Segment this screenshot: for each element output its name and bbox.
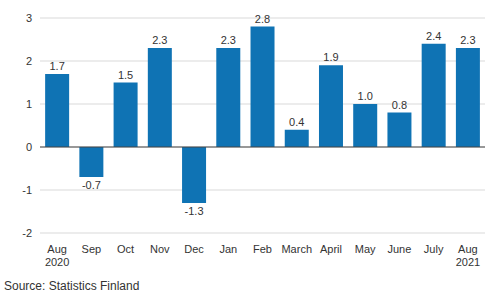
svg-text:0.8: 0.8 — [392, 99, 407, 111]
svg-text:3: 3 — [26, 12, 32, 24]
svg-text:2.3: 2.3 — [152, 34, 167, 46]
svg-text:1.7: 1.7 — [49, 60, 64, 72]
svg-text:2.8: 2.8 — [255, 13, 270, 25]
svg-text:0: 0 — [26, 141, 32, 153]
svg-text:March: March — [281, 243, 312, 255]
svg-text:Oct: Oct — [117, 243, 134, 255]
svg-text:-2: -2 — [22, 227, 32, 239]
svg-text:-0.7: -0.7 — [82, 179, 101, 191]
svg-text:Aug: Aug — [458, 243, 478, 255]
svg-text:2020: 2020 — [45, 256, 69, 268]
svg-text:1.9: 1.9 — [323, 51, 338, 63]
svg-text:1: 1 — [26, 98, 32, 110]
svg-text:Sep: Sep — [82, 243, 102, 255]
svg-text:2.3: 2.3 — [460, 34, 475, 46]
svg-text:2021: 2021 — [456, 256, 480, 268]
svg-text:May: May — [355, 243, 376, 255]
svg-text:-1: -1 — [22, 184, 32, 196]
svg-text:July: July — [424, 243, 444, 255]
svg-text:2.4: 2.4 — [426, 30, 441, 42]
svg-text:Jan: Jan — [219, 243, 237, 255]
svg-text:-1.3: -1.3 — [185, 205, 204, 217]
svg-text:Feb: Feb — [253, 243, 272, 255]
svg-text:June: June — [387, 243, 411, 255]
svg-text:1.0: 1.0 — [358, 90, 373, 102]
svg-text:Nov: Nov — [150, 243, 170, 255]
svg-text:0.4: 0.4 — [289, 116, 304, 128]
svg-text:Aug: Aug — [47, 243, 67, 255]
svg-text:2.3: 2.3 — [221, 34, 236, 46]
svg-text:Dec: Dec — [184, 243, 204, 255]
html-text:Source: Statistics Finland: Source: Statistics Finland — [4, 279, 140, 293]
svg-text:1.5: 1.5 — [118, 69, 133, 81]
svg-text:April: April — [320, 243, 342, 255]
svg-text:2: 2 — [26, 55, 32, 67]
